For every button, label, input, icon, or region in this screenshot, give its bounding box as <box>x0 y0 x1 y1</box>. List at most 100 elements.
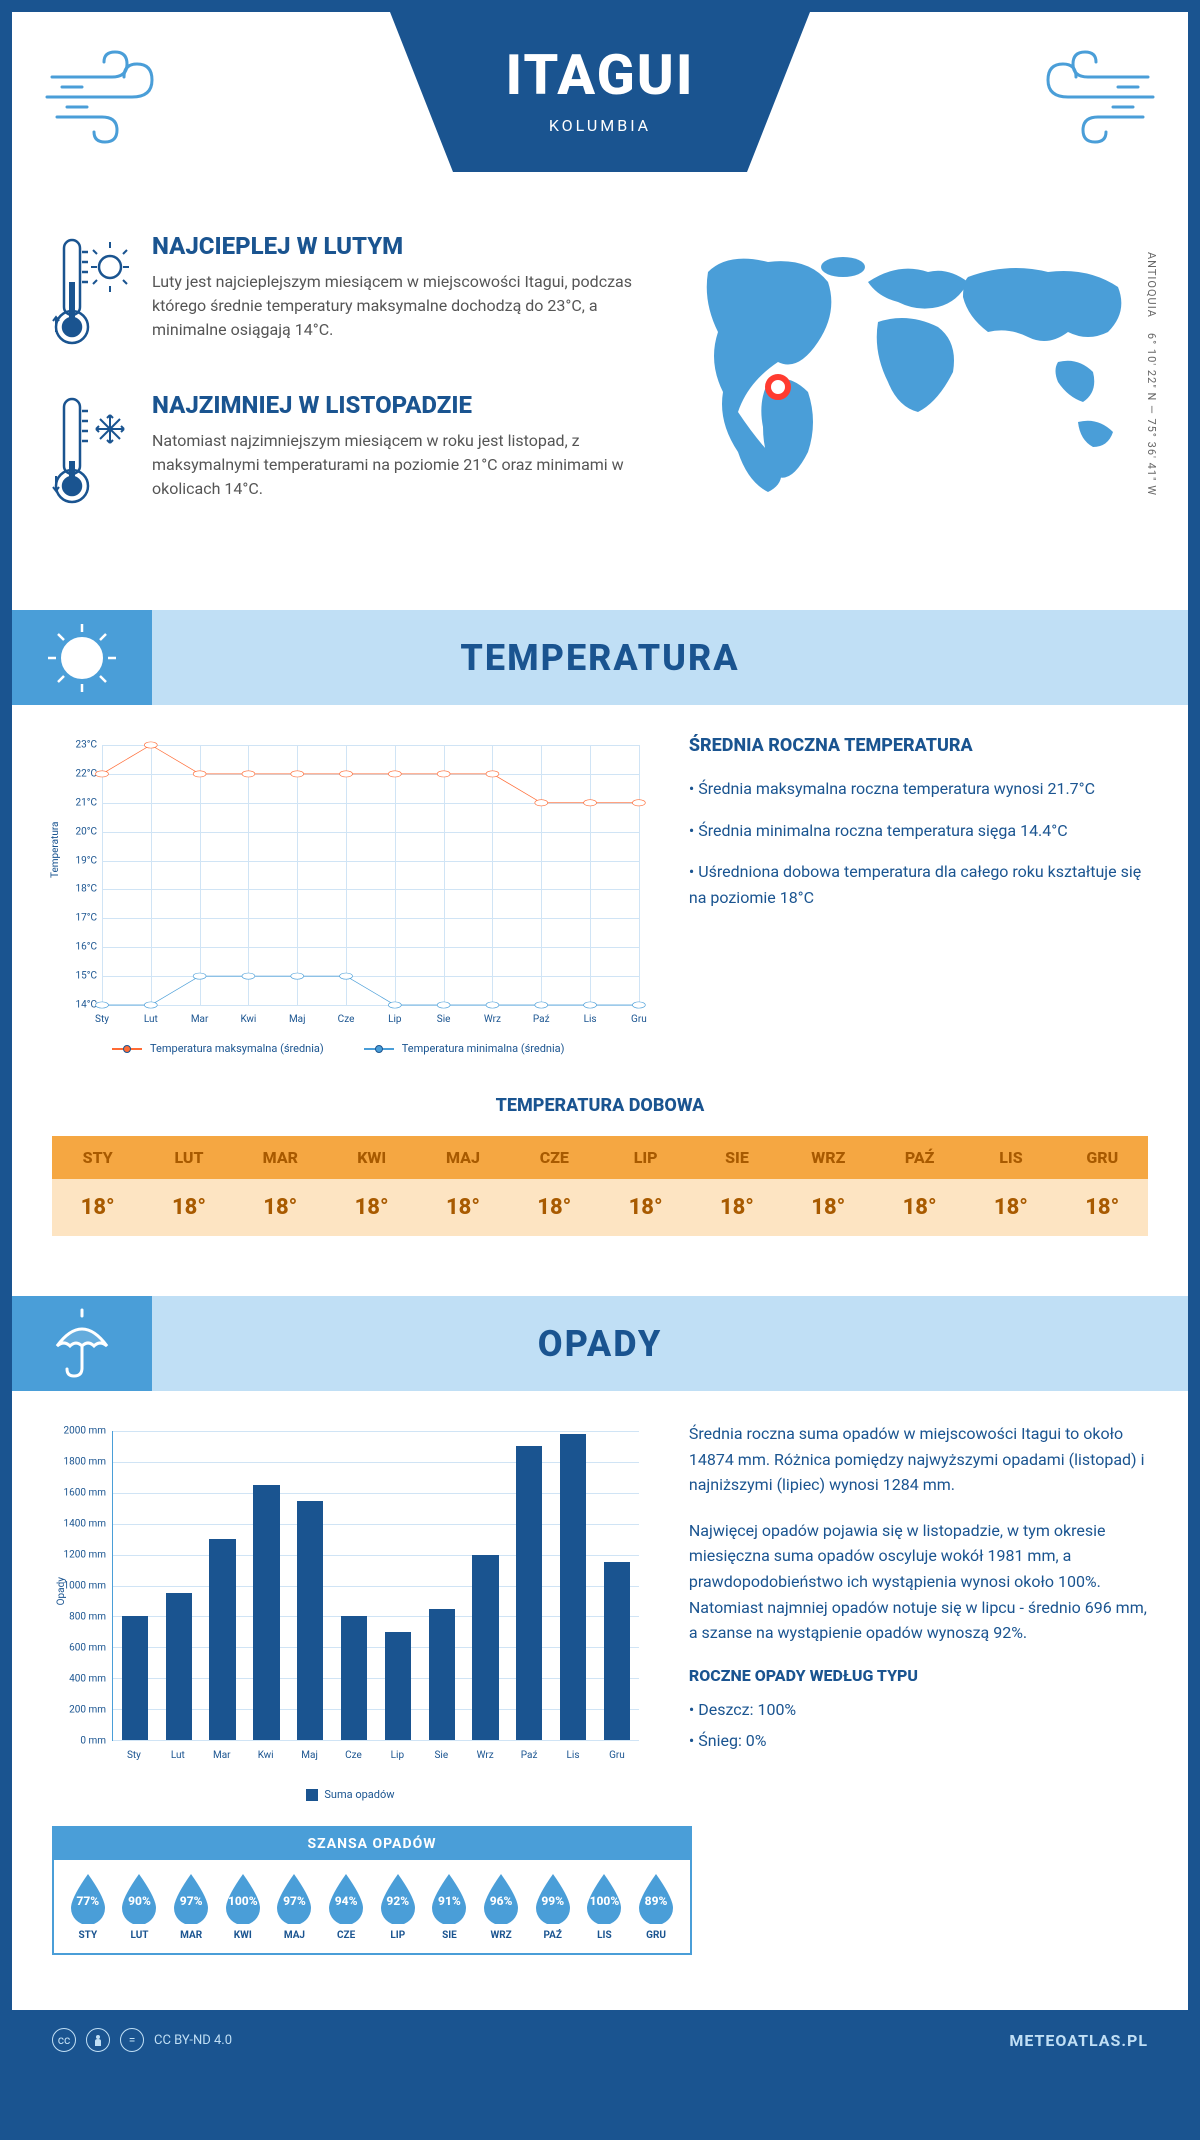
daily-value-row: 18°18°18°18°18°18°18°18°18°18°18°18° <box>52 1179 1148 1236</box>
chance-title: SZANSA OPADÓW <box>54 1828 690 1860</box>
wind-icon <box>42 42 172 156</box>
y-tick-label: 22°C <box>52 768 97 779</box>
y-tick-label: 19°C <box>52 855 97 866</box>
y-tick-label: 1000 mm <box>52 1581 106 1592</box>
intro-section: NAJCIEPLEJ W LUTYM Luty jest najcieplejs… <box>12 212 1188 590</box>
x-tick-label: Sie <box>434 1750 448 1761</box>
daily-value: 18° <box>691 1179 782 1236</box>
y-tick-label: 14°C <box>52 1000 97 1011</box>
bar <box>385 1632 411 1740</box>
x-tick-label: Paź <box>521 1750 538 1761</box>
bar <box>604 1562 630 1740</box>
y-tick-label: 17°C <box>52 913 97 924</box>
y-tick-label: 800 mm <box>52 1612 106 1623</box>
y-tick-label: 21°C <box>52 797 97 808</box>
x-tick-label: Lis <box>567 1750 580 1761</box>
x-tick-label: Kwi <box>240 1014 256 1025</box>
section-title: TEMPERATURA <box>460 637 739 679</box>
legend-item: Suma opadów <box>52 1788 649 1801</box>
section-title: OPADY <box>538 1323 663 1365</box>
x-tick-label: Mar <box>191 1014 209 1025</box>
bar <box>472 1555 498 1740</box>
x-tick-label: Cze <box>338 1014 355 1025</box>
daily-value: 18° <box>417 1179 508 1236</box>
rain-chance-drop: 96% WRZ <box>480 1872 522 1941</box>
bar <box>341 1616 367 1740</box>
y-tick-label: 1200 mm <box>52 1550 106 1561</box>
site-name: METEOATLAS.PL <box>1009 2031 1148 2050</box>
summary-item: • Uśredniona dobowa temperatura dla całe… <box>689 859 1148 910</box>
rain-chance-drop: 89% GRU <box>635 1872 677 1941</box>
daily-value: 18° <box>326 1179 417 1236</box>
summary-item: • Średnia minimalna roczna temperatura s… <box>689 818 1148 844</box>
warmest-text: Luty jest najcieplejszym miesiącem w mie… <box>152 270 638 342</box>
by-icon <box>86 2028 110 2052</box>
bar <box>166 1593 192 1740</box>
y-tick-label: 18°C <box>52 884 97 895</box>
rain-chance-drop: 97% MAJ <box>273 1872 315 1941</box>
month-header: KWI <box>326 1136 417 1179</box>
nd-icon: = <box>120 2028 144 2052</box>
month-header: GRU <box>1057 1136 1148 1179</box>
precip-p1: Średnia roczna suma opadów w miejscowośc… <box>689 1421 1148 1498</box>
month-header: LIS <box>965 1136 1056 1179</box>
x-tick-label: Gru <box>631 1014 647 1025</box>
bar <box>209 1539 235 1740</box>
precipitation-bar-chart: Opady 0 mm200 mm400 mm600 mm800 mm1000 m… <box>52 1421 649 1801</box>
rain-chance-drop: 92% LIP <box>377 1872 419 1941</box>
x-tick-label: Sie <box>437 1014 451 1025</box>
bar <box>297 1501 323 1740</box>
temperature-banner: TEMPERATURA <box>12 610 1188 705</box>
y-tick-label: 2000 mm <box>52 1426 106 1437</box>
month-header: CZE <box>509 1136 600 1179</box>
daily-temperature: TEMPERATURA DOBOWA STYLUTMARKWIMAJCZELIP… <box>12 1055 1188 1276</box>
x-tick-label: Sty <box>95 1014 109 1025</box>
bar <box>253 1485 279 1740</box>
license-text: CC BY-ND 4.0 <box>154 2033 232 2048</box>
umbrella-icon <box>12 1296 152 1391</box>
x-tick-label: Wrz <box>484 1014 501 1025</box>
y-tick-label: 15°C <box>52 971 97 982</box>
rain-chance-drop: 90% LUT <box>118 1872 160 1941</box>
summary-title: ŚREDNIA ROCZNA TEMPERATURA <box>689 735 1148 756</box>
wind-icon <box>1028 42 1158 156</box>
x-tick-label: Gru <box>609 1750 625 1761</box>
daily-title: TEMPERATURA DOBOWA <box>52 1095 1148 1116</box>
month-header: SIE <box>691 1136 782 1179</box>
month-header: LIP <box>600 1136 691 1179</box>
summary-item: • Średnia maksymalna roczna temperatura … <box>689 776 1148 802</box>
x-tick-label: Cze <box>345 1750 362 1761</box>
daily-header-row: STYLUTMARKWIMAJCZELIPSIEWRZPAŹLISGRU <box>52 1136 1148 1179</box>
month-header: MAR <box>235 1136 326 1179</box>
y-tick-label: 20°C <box>52 826 97 837</box>
rain-chance-drop: 77% STY <box>67 1872 109 1941</box>
y-tick-label: 1800 mm <box>52 1457 106 1468</box>
daily-value: 18° <box>600 1179 691 1236</box>
x-tick-label: Lip <box>388 1014 401 1025</box>
title-ribbon: ITAGUI KOLUMBIA <box>390 12 810 172</box>
temperature-summary: ŚREDNIA ROCZNA TEMPERATURA • Średnia mak… <box>689 735 1148 1055</box>
x-tick-label: Paź <box>533 1014 550 1025</box>
daily-value: 18° <box>965 1179 1056 1236</box>
warmest-title: NAJCIEPLEJ W LUTYM <box>152 232 638 260</box>
header: ITAGUI KOLUMBIA <box>12 12 1188 212</box>
x-tick-label: Kwi <box>258 1750 274 1761</box>
thermometer-sun-icon <box>52 232 132 356</box>
x-tick-label: Maj <box>301 1750 318 1761</box>
precip-type-item: • Śnieg: 0% <box>689 1728 1148 1754</box>
footer: cc = CC BY-ND 4.0 METEOATLAS.PL <box>12 2010 1188 2070</box>
thermometer-snow-icon <box>52 391 132 515</box>
x-tick-label: Lut <box>171 1750 185 1761</box>
rain-chance-drop: 100% LIS <box>583 1872 625 1941</box>
month-header: MAJ <box>417 1136 508 1179</box>
y-tick-label: 0 mm <box>52 1736 106 1747</box>
x-tick-label: Maj <box>289 1014 306 1025</box>
daily-value: 18° <box>509 1179 600 1236</box>
page-title: ITAGUI <box>390 42 810 108</box>
y-tick-label: 400 mm <box>52 1674 106 1685</box>
daily-value: 18° <box>143 1179 234 1236</box>
daily-value: 18° <box>874 1179 965 1236</box>
precipitation-banner: OPADY <box>12 1296 1188 1391</box>
month-header: WRZ <box>783 1136 874 1179</box>
daily-value: 18° <box>1057 1179 1148 1236</box>
